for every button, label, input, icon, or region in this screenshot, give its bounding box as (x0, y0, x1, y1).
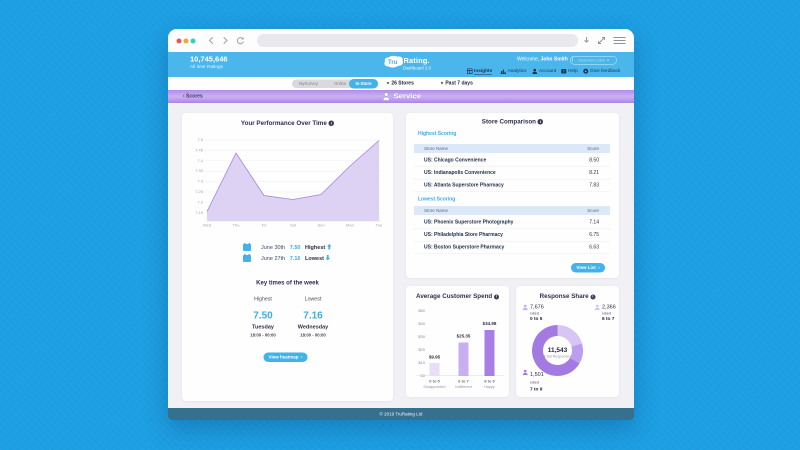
svg-text:?: ? (563, 69, 566, 74)
svg-text:Tru: Tru (388, 60, 398, 66)
